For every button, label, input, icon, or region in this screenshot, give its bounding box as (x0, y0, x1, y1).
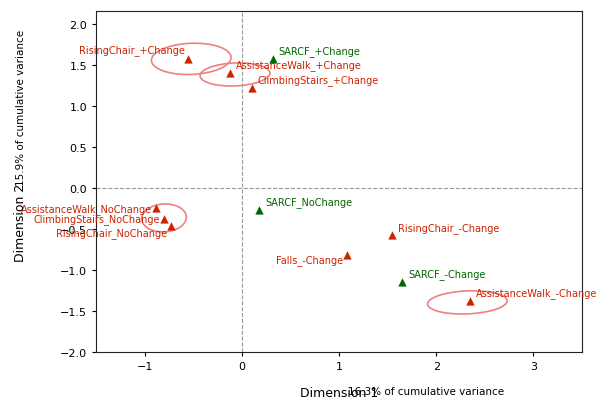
Point (466, 298, 475, 304)
Point (151, 205, 161, 212)
Point (388, 232, 397, 239)
Text: AssistanceWalk_-Change: AssistanceWalk_-Change (476, 288, 598, 299)
Point (166, 223, 176, 230)
Point (247, 85, 256, 92)
Text: Dimension 2: Dimension 2 (14, 184, 27, 262)
Text: 15.9% of cumulative variance: 15.9% of cumulative variance (16, 29, 26, 185)
Text: RisingChair_-Change: RisingChair_-Change (398, 222, 500, 233)
Point (397, 279, 407, 285)
Text: RisingChair_+Change: RisingChair_+Change (79, 45, 184, 56)
Point (268, 56, 278, 63)
Text: 16.3% of cumulative variance: 16.3% of cumulative variance (349, 386, 505, 396)
Text: Dimension 1: Dimension 1 (300, 386, 378, 399)
Point (226, 70, 235, 77)
Text: SARCF_+Change: SARCF_+Change (279, 46, 361, 57)
Text: AssistanceWalk_+Change: AssistanceWalk_+Change (236, 60, 362, 71)
Text: AssistanceWalk_NoChange: AssistanceWalk_NoChange (21, 203, 152, 214)
Point (342, 252, 352, 258)
Text: RisingChair_NoChange: RisingChair_NoChange (56, 228, 167, 238)
Text: SARCF_-Change: SARCF_-Change (408, 269, 485, 280)
Text: Falls_-Change: Falls_-Change (276, 254, 343, 265)
Point (184, 56, 193, 63)
Text: ClimbingStairs_NoChange: ClimbingStairs_NoChange (34, 214, 160, 225)
Text: ClimbingStairs_+Change: ClimbingStairs_+Change (257, 75, 379, 86)
Text: SARCF_NoChange: SARCF_NoChange (265, 197, 352, 208)
Point (159, 216, 169, 222)
Point (254, 207, 264, 213)
